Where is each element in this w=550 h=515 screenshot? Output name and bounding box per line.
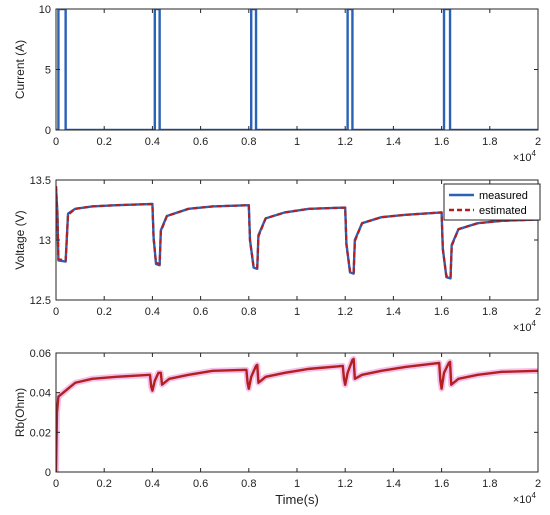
x-tick-label: 0.4 bbox=[145, 136, 160, 148]
x-tick-label: 0 bbox=[53, 478, 59, 490]
series-line-1 bbox=[56, 357, 538, 472]
series-line-estimated bbox=[56, 185, 538, 279]
x-tick-label: 1 bbox=[294, 478, 300, 490]
y-tick-label: 13 bbox=[39, 235, 51, 247]
legend-label-estimated: estimated bbox=[479, 205, 527, 217]
x-tick-label: 1.4 bbox=[386, 306, 401, 318]
x-tick-label: 1.2 bbox=[338, 478, 353, 490]
x-tick-label: 2 bbox=[535, 306, 541, 318]
x-tick-label: 0.2 bbox=[97, 136, 112, 148]
x-tick-label: 0.2 bbox=[97, 306, 112, 318]
x-tick-label: 0 bbox=[53, 136, 59, 148]
x-tick-label: 1.6 bbox=[434, 478, 449, 490]
x-tick-label: 1 bbox=[294, 306, 300, 318]
chart-panel-3: 0 0.2 0.4 0.6 0.8 1 1.2 1.4 1.6 1.8 2 0 0.02 0.04 0.06… bbox=[13, 348, 541, 507]
x-tick-label: 0 bbox=[53, 306, 59, 318]
y-tick-label: 0.04 bbox=[30, 388, 51, 400]
y-tick-label: 0 bbox=[45, 125, 51, 137]
x-tick-label: 1.2 bbox=[338, 136, 353, 148]
legend-label-measured: measured bbox=[479, 190, 528, 202]
x-tick-label: 0.8 bbox=[241, 306, 256, 318]
chart-panel-1: 0 0.2 0.4 0.6 0.8 1 1.2 1.4 1.6 1.8 2 0 5 10 Current (… bbox=[13, 4, 541, 164]
y-tick-label: 0.06 bbox=[30, 348, 51, 360]
x-tick-label: 1.6 bbox=[434, 306, 449, 318]
x-tick-label: 0.6 bbox=[193, 136, 208, 148]
x-tick-label: 1.8 bbox=[482, 136, 497, 148]
y-tick-label: 5 bbox=[45, 65, 51, 77]
y-axis-label: Rb(Ohm) bbox=[13, 388, 27, 437]
x-tick-label: 1.2 bbox=[338, 306, 353, 318]
y-tick-label: 12.5 bbox=[30, 295, 51, 307]
chart-panel-2: 0 0.2 0.4 0.6 0.8 1 1.2 1.4 1.6 1.8 2 12.5 13 13.5 Vol… bbox=[13, 175, 541, 334]
x-tick-label: 0.6 bbox=[193, 478, 208, 490]
x-tick-label: 1 bbox=[294, 136, 300, 148]
x-exponent-label: ×104 bbox=[513, 149, 537, 164]
series-line-1 bbox=[56, 9, 538, 130]
x-tick-label: 0.8 bbox=[241, 478, 256, 490]
plot-area bbox=[56, 9, 538, 130]
x-tick-label: 1.4 bbox=[386, 478, 401, 490]
y-tick-label: 13.5 bbox=[30, 175, 51, 187]
y-tick-label: 0 bbox=[45, 467, 51, 479]
y-axis-label: Voltage (V) bbox=[13, 210, 27, 269]
x-exponent-label: ×104 bbox=[513, 319, 537, 334]
x-tick-label: 1.6 bbox=[434, 136, 449, 148]
x-exponent-label: ×104 bbox=[513, 491, 537, 506]
x-tick-label: 1.8 bbox=[482, 306, 497, 318]
x-tick-label: 0.6 bbox=[193, 306, 208, 318]
x-tick-label: 1.8 bbox=[482, 478, 497, 490]
x-tick-label: 2 bbox=[535, 136, 541, 148]
legend-box bbox=[443, 183, 541, 221]
x-tick-label: 0.4 bbox=[145, 478, 160, 490]
y-tick-label: 10 bbox=[39, 4, 51, 16]
legend: measured estimated bbox=[443, 183, 541, 221]
x-tick-label: 1.4 bbox=[386, 136, 401, 148]
x-tick-label: 0.2 bbox=[97, 478, 112, 490]
x-axis-label: Time(s) bbox=[275, 492, 319, 507]
x-tick-label: 2 bbox=[535, 478, 541, 490]
y-tick-label: 0.02 bbox=[30, 427, 51, 439]
x-tick-label: 0.8 bbox=[241, 136, 256, 148]
x-tick-label: 0.4 bbox=[145, 306, 160, 318]
y-axis-label: Current (A) bbox=[13, 40, 27, 99]
